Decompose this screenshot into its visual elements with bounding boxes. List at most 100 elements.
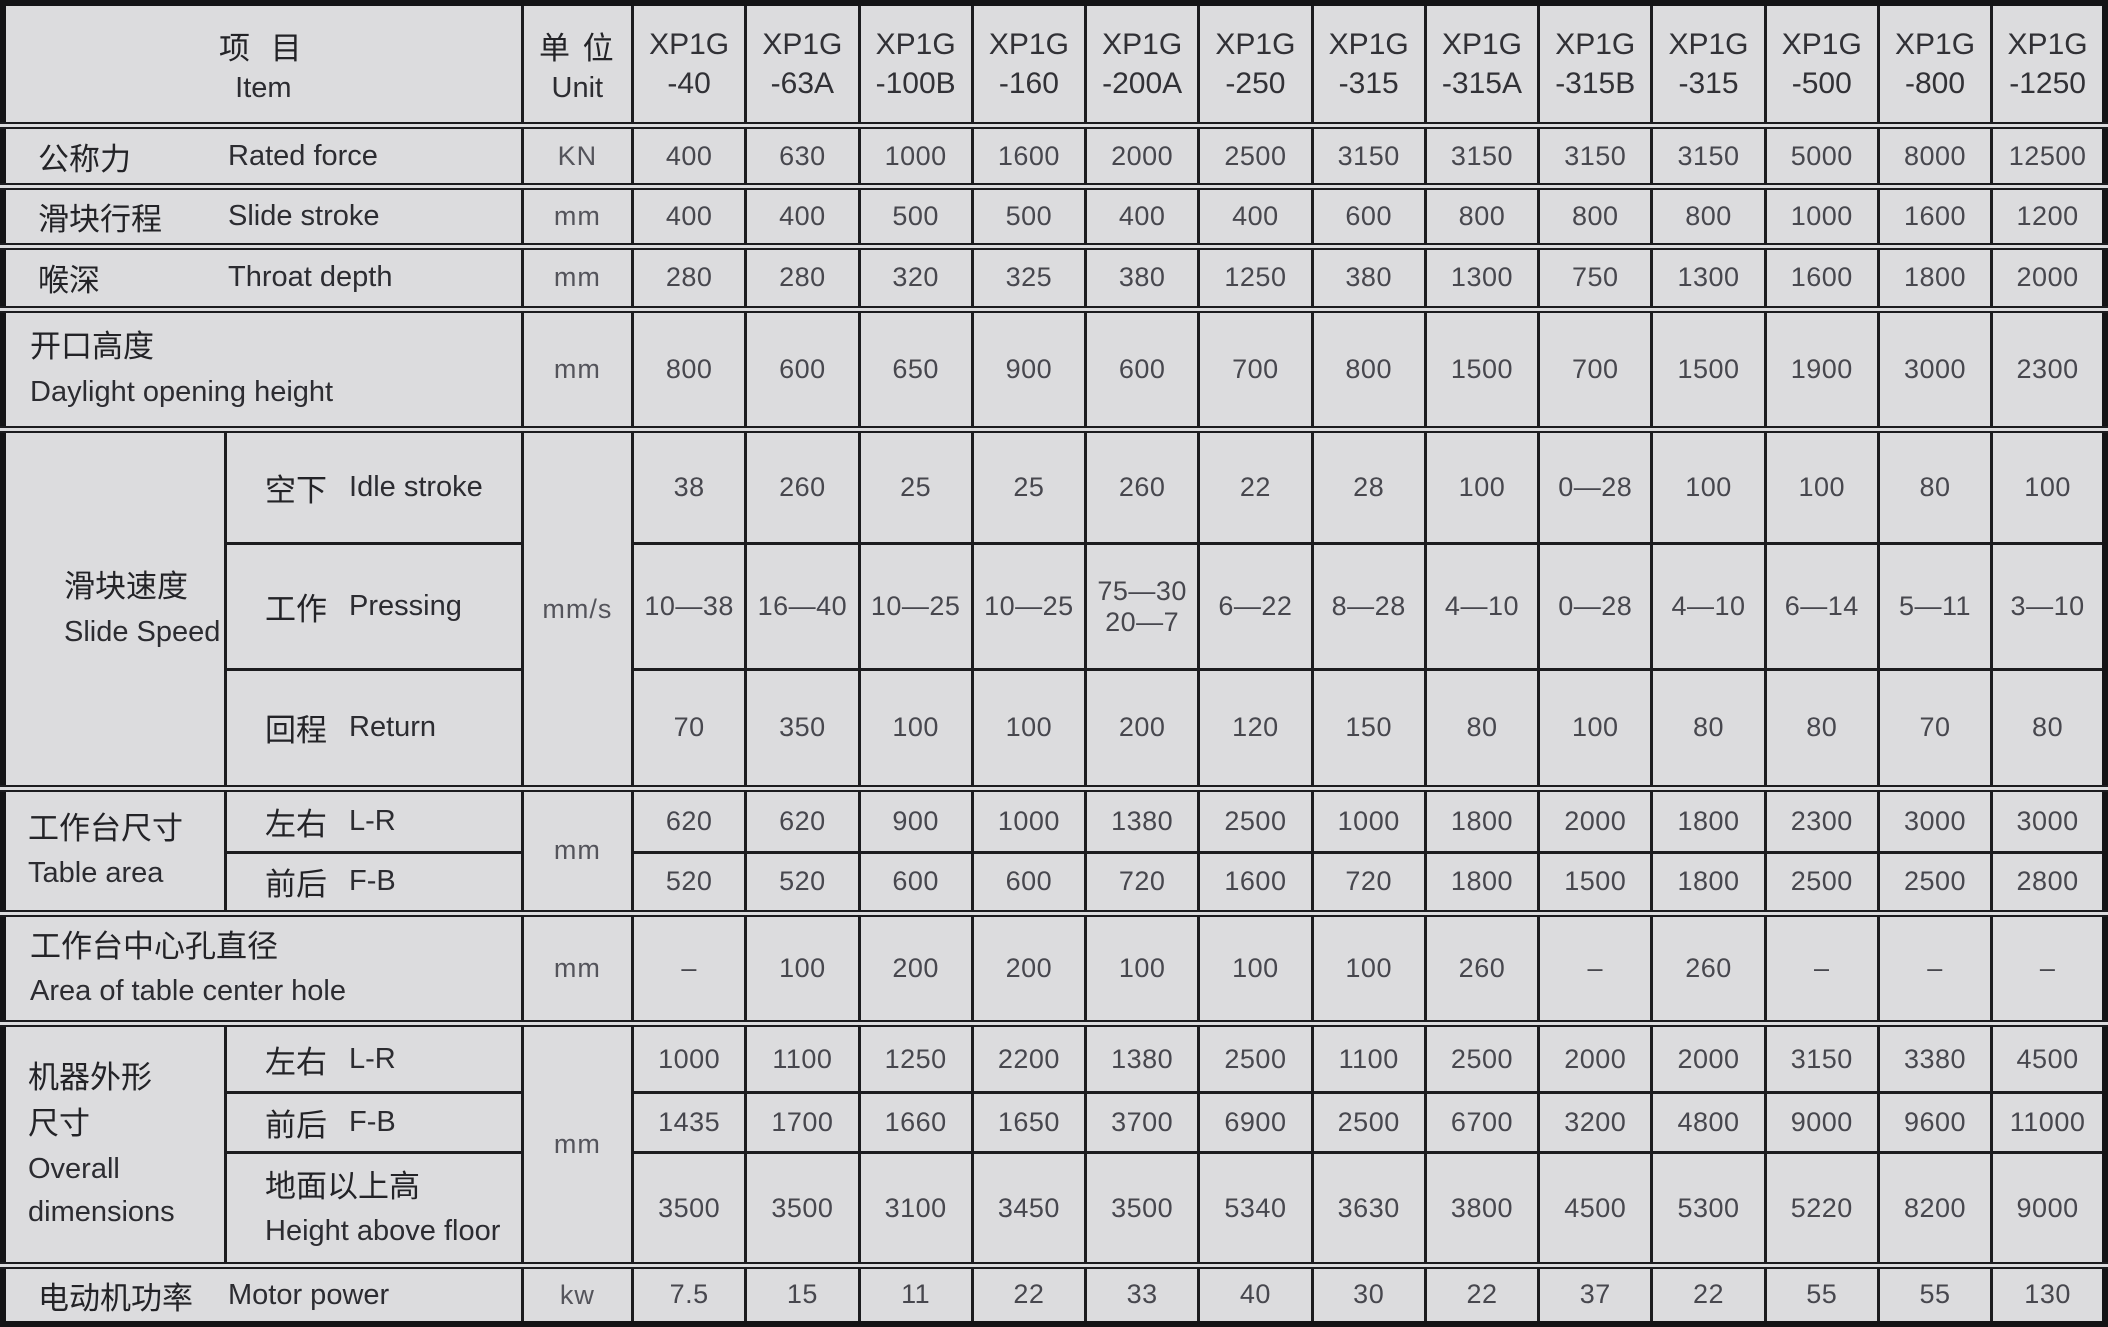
model-header: XP1G -40 bbox=[630, 1, 748, 128]
value-cell: 2500 bbox=[1310, 1090, 1427, 1155]
sub-label-height-above-floor: 地面以上高 Height above floor bbox=[224, 1151, 524, 1267]
model-header: XP1G -500 bbox=[1763, 1, 1880, 128]
value-cell: 1900 bbox=[1763, 305, 1880, 432]
value-cell: 1500 bbox=[1537, 851, 1654, 915]
value-cell: 100 bbox=[1763, 426, 1880, 546]
value-cell: 2000 bbox=[1537, 784, 1654, 855]
value-cell: 200 bbox=[857, 909, 974, 1026]
value-cell: 80 bbox=[1763, 667, 1880, 790]
value-cell: 80 bbox=[1990, 667, 2107, 790]
value-cell: 400 bbox=[1084, 182, 1201, 249]
value-cell: 55 bbox=[1763, 1262, 1880, 1326]
value-cell: 1800 bbox=[1650, 784, 1767, 855]
row-overall-height: 地面以上高 Height above floor 3500 3500 3100 3… bbox=[3, 1151, 2107, 1267]
unit-header-zh: 单 位 bbox=[539, 31, 616, 67]
value-cell: 37 bbox=[1537, 1262, 1654, 1326]
value-cell: 3500 bbox=[630, 1151, 748, 1267]
value-cell: 200 bbox=[1084, 667, 1201, 790]
sub-label-overall-fb: 前后 F-B bbox=[224, 1090, 524, 1155]
value-cell: 3500 bbox=[1084, 1151, 1201, 1267]
item-header: 项 目 Item bbox=[1, 1, 524, 128]
value-cell: 0—28 bbox=[1537, 542, 1654, 671]
row-motor-power: 电动机功率 Motor power kw 7.5 15 11 22 33 40 3… bbox=[1, 1262, 2107, 1326]
value-cell: 3000 bbox=[1990, 784, 2107, 855]
value-cell: 325 bbox=[970, 243, 1088, 311]
row-label-rated-force: 公称力 Rated force bbox=[1, 122, 524, 188]
value-cell: 2000 bbox=[1084, 122, 1201, 188]
value-cell: – bbox=[1763, 909, 1880, 1026]
value-cell: 3630 bbox=[1310, 1151, 1427, 1267]
value-cell: 80 bbox=[1423, 667, 1541, 790]
value-cell: 800 bbox=[1310, 305, 1427, 432]
value-cell: 40 bbox=[1197, 1262, 1314, 1326]
value-cell: 380 bbox=[1310, 243, 1427, 311]
value-cell: 6700 bbox=[1423, 1090, 1541, 1155]
value-cell: 4—10 bbox=[1650, 542, 1767, 671]
value-cell: 1500 bbox=[1423, 305, 1541, 432]
value-cell: 1700 bbox=[744, 1090, 861, 1155]
value-cell: 100 bbox=[857, 667, 974, 790]
group-label-table-area: 工作台尺寸 Table area bbox=[1, 784, 228, 915]
value-cell: 2000 bbox=[1990, 243, 2107, 311]
value-cell: 7.5 bbox=[630, 1262, 748, 1326]
unit-cell: kw bbox=[520, 1262, 634, 1326]
value-cell: 1800 bbox=[1650, 851, 1767, 915]
value-cell: 1660 bbox=[857, 1090, 974, 1155]
value-cell: 800 bbox=[630, 305, 748, 432]
value-cell: 2500 bbox=[1876, 851, 1994, 915]
value-cell: 5340 bbox=[1197, 1151, 1314, 1267]
value-cell: 3150 bbox=[1537, 122, 1654, 188]
value-cell: 150 bbox=[1310, 667, 1427, 790]
unit-cell: mm bbox=[520, 305, 634, 432]
value-cell: 100 bbox=[1990, 426, 2107, 546]
value-cell: 400 bbox=[744, 182, 861, 249]
value-cell: 800 bbox=[1423, 182, 1541, 249]
value-cell: 3150 bbox=[1763, 1020, 1880, 1094]
value-cell: 260 bbox=[1084, 426, 1201, 546]
row-table-area-fb: 前后 F-B 520 520 600 600 720 1600 720 1800 … bbox=[3, 851, 2107, 915]
value-cell: 500 bbox=[857, 182, 974, 249]
value-cell: 1100 bbox=[1310, 1020, 1427, 1094]
value-cell: 400 bbox=[1197, 182, 1314, 249]
value-cell: 3150 bbox=[1310, 122, 1427, 188]
item-header-zh: 项 目 bbox=[219, 31, 308, 67]
value-cell: 6900 bbox=[1197, 1090, 1314, 1155]
value-cell: 400 bbox=[630, 182, 748, 249]
unit-header: 单 位 Unit bbox=[520, 1, 634, 128]
value-cell: 100 bbox=[1197, 909, 1314, 1026]
value-cell: 1650 bbox=[970, 1090, 1088, 1155]
value-cell: 6—14 bbox=[1763, 542, 1880, 671]
value-cell: 260 bbox=[744, 426, 861, 546]
value-cell: 600 bbox=[970, 851, 1088, 915]
value-cell: 5300 bbox=[1650, 1151, 1767, 1267]
value-cell: 620 bbox=[630, 784, 748, 855]
value-cell: 2500 bbox=[1197, 1020, 1314, 1094]
value-cell: 260 bbox=[1423, 909, 1541, 1026]
value-cell: 3380 bbox=[1876, 1020, 1994, 1094]
value-cell: 1250 bbox=[1197, 243, 1314, 311]
value-cell: 22 bbox=[1650, 1262, 1767, 1326]
value-cell: 1600 bbox=[1876, 182, 1994, 249]
sub-label-return: 回程 Return bbox=[224, 667, 524, 790]
item-header-en: Item bbox=[235, 72, 292, 105]
value-cell: 2300 bbox=[1763, 784, 1880, 855]
model-header: XP1G -315 bbox=[1310, 1, 1427, 128]
value-cell: 3500 bbox=[744, 1151, 861, 1267]
value-cell: 1600 bbox=[1763, 243, 1880, 311]
value-cell: 630 bbox=[744, 122, 861, 188]
value-cell: 1800 bbox=[1423, 784, 1541, 855]
value-cell: 5000 bbox=[1763, 122, 1880, 188]
value-cell: 1380 bbox=[1084, 784, 1201, 855]
value-cell: 280 bbox=[630, 243, 748, 311]
value-cell: 3450 bbox=[970, 1151, 1088, 1267]
model-header: XP1G -315 bbox=[1650, 1, 1767, 128]
value-cell: 260 bbox=[1650, 909, 1767, 1026]
value-cell: 10—25 bbox=[970, 542, 1088, 671]
value-cell: 900 bbox=[857, 784, 974, 855]
value-cell: – bbox=[1876, 909, 1994, 1026]
value-cell: 700 bbox=[1537, 305, 1654, 432]
value-cell: 22 bbox=[1423, 1262, 1541, 1326]
row-overall-lr: 机器外形 尺寸 Overall dimensions 左右 L-R mm 1000 … bbox=[1, 1020, 2107, 1267]
value-cell: 25 bbox=[970, 426, 1088, 546]
group-label-slide-speed: 滑块速度 Slide Speed bbox=[1, 426, 228, 790]
